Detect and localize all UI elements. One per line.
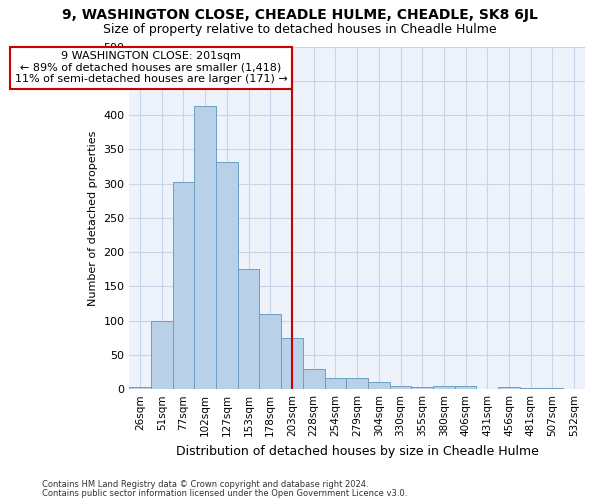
Bar [412,387,433,389]
Bar [259,314,281,389]
Bar [542,388,563,389]
Bar [151,322,173,389]
Bar [455,386,476,389]
Bar [281,338,303,389]
Text: Contains public sector information licensed under the Open Government Licence v3: Contains public sector information licen… [42,488,407,498]
Bar [194,106,216,389]
Y-axis label: Number of detached properties: Number of detached properties [88,130,98,306]
Text: 9 WASHINGTON CLOSE: 201sqm
← 89% of detached houses are smaller (1,418)
11% of s: 9 WASHINGTON CLOSE: 201sqm ← 89% of deta… [14,52,287,84]
Bar [389,386,412,389]
Bar [498,387,520,389]
Bar [129,387,151,389]
Bar [325,378,346,389]
Text: Size of property relative to detached houses in Cheadle Hulme: Size of property relative to detached ho… [103,22,497,36]
Text: Contains HM Land Registry data © Crown copyright and database right 2024.: Contains HM Land Registry data © Crown c… [42,480,368,489]
Bar [346,378,368,389]
Bar [303,370,325,389]
Bar [433,386,455,389]
Bar [368,382,389,389]
Bar [216,162,238,389]
Bar [238,269,259,389]
X-axis label: Distribution of detached houses by size in Cheadle Hulme: Distribution of detached houses by size … [176,444,539,458]
Bar [173,182,194,389]
Bar [520,388,542,389]
Text: 9, WASHINGTON CLOSE, CHEADLE HULME, CHEADLE, SK8 6JL: 9, WASHINGTON CLOSE, CHEADLE HULME, CHEA… [62,8,538,22]
